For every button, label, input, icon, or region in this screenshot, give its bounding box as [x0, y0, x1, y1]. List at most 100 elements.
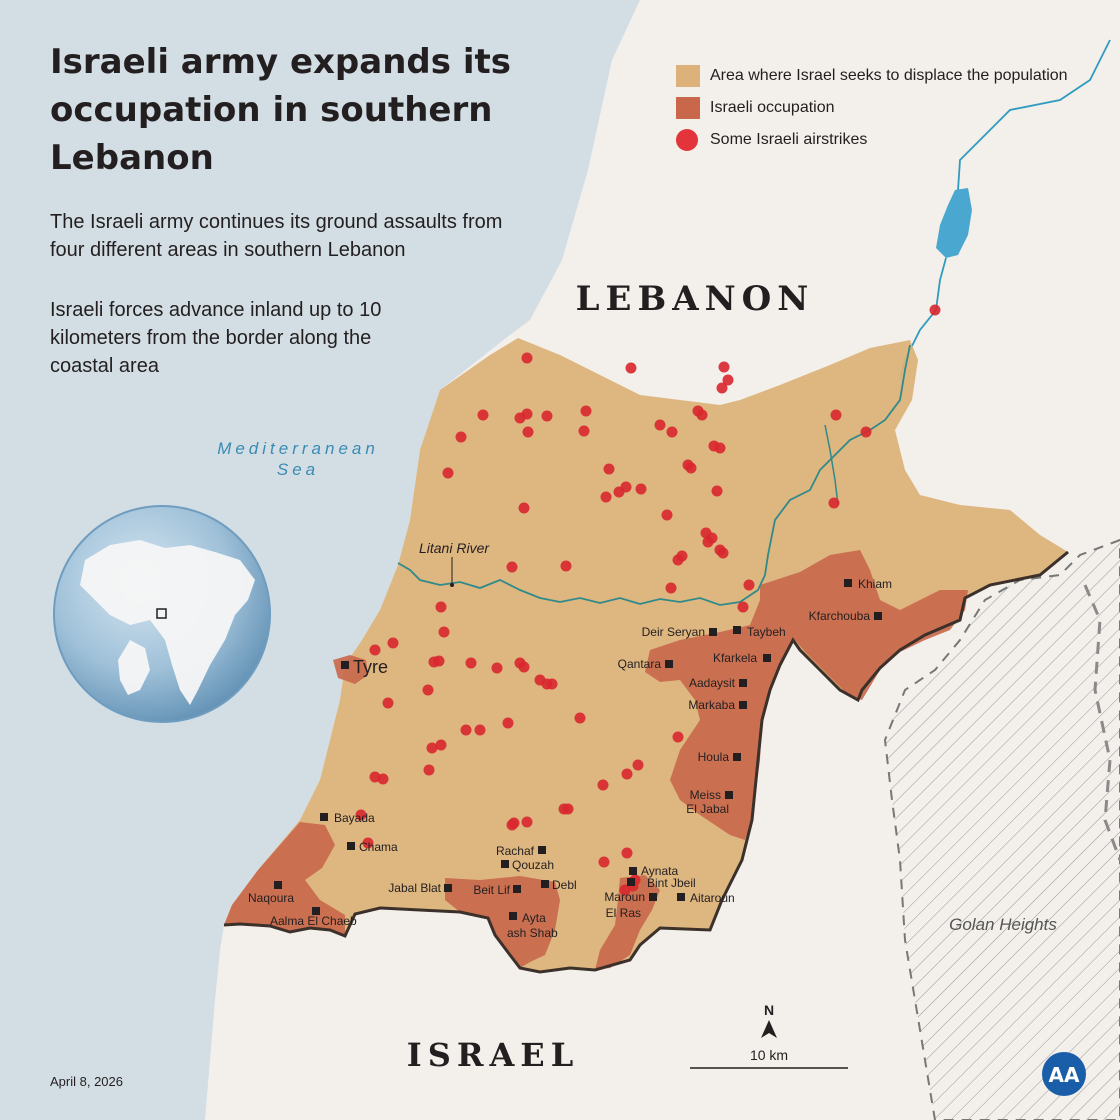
legend: Area where Israel seeks to displace the …	[676, 60, 1068, 156]
paragraph-ground-assaults: The Israeli army continues its ground as…	[50, 211, 503, 261]
town-marker-aitaroun	[677, 893, 685, 901]
airstrike-dot	[521, 816, 533, 828]
occupation-zone-coast	[224, 822, 345, 935]
airstrike-dot	[578, 425, 590, 437]
airstrike-dot	[506, 561, 518, 573]
globe-landmass	[80, 540, 255, 705]
tyre-label: Tyre	[353, 657, 388, 677]
town-label-taybeh: Taybeh	[747, 625, 786, 639]
town-label-chama: Chama	[359, 840, 398, 854]
airstrike-dot	[702, 536, 714, 548]
lebanon-label: LEBANON	[576, 279, 815, 319]
legend-displace-label: Area where Israel seeks to displace the …	[710, 67, 1068, 84]
town-marker-jabal-blat	[444, 884, 452, 892]
legend-airstrikes: Some Israeli airstrikes	[676, 124, 1068, 156]
town-marker-beit-lif	[513, 885, 521, 893]
airstrike-dot	[508, 817, 520, 829]
town-marker-qantara	[665, 660, 673, 668]
town-label-debl: Debl	[552, 878, 577, 892]
airstrike-dot	[460, 724, 472, 736]
legend-occupation: Israeli occupation	[676, 92, 1068, 124]
airstrike-dot	[580, 405, 592, 417]
airstrike-dot	[387, 637, 399, 649]
town-marker-kfarchouba	[874, 612, 882, 620]
airstrike-dot	[672, 554, 684, 566]
airstrike-dot	[830, 409, 842, 421]
locator-globe	[53, 505, 271, 723]
town-label-aalma: Aalma El Chaeb	[270, 914, 357, 928]
town-label-qouzah: Qouzah	[512, 858, 554, 872]
airstrike-dot	[929, 304, 941, 316]
headline: Israeli army expands its occupation in s…	[50, 42, 511, 178]
airstrike-dot	[518, 661, 530, 673]
airstrike-dot	[521, 352, 533, 364]
towns-layer: Khiam Kfarchouba Deir Seryan Taybeh Kfarkela…	[248, 577, 892, 940]
town-label-jabal-blat: Jabal Blat	[388, 881, 441, 895]
town-label-deir-seryan: Deir Seryan	[642, 625, 705, 639]
airstrike-dot	[560, 560, 572, 572]
airstrike-dot	[828, 497, 840, 509]
town-label-qantara: Qantara	[618, 657, 662, 671]
airstrike-dot	[621, 847, 633, 859]
town-label-maroun-line1: Maroun	[604, 890, 645, 904]
town-marker-chama	[347, 842, 355, 850]
litani-river	[397, 344, 911, 606]
occupation-zone-bintjbeil	[595, 875, 660, 970]
town-marker-aadaysit	[739, 679, 747, 687]
town-marker-markaba	[739, 701, 747, 709]
airstrike-dot	[455, 431, 467, 443]
town-label-maroun-line2: El Ras	[606, 906, 641, 920]
legend-occupation-label: Israeli occupation	[710, 99, 835, 116]
town-marker-aalma	[312, 907, 320, 915]
scale-bar: 10 km	[690, 1047, 848, 1069]
airstrike-dot	[546, 678, 558, 690]
airstrike-dot	[672, 731, 684, 743]
airstrike-dot	[426, 742, 438, 754]
town-label-khiam: Khiam	[858, 577, 892, 591]
airstrike-dot	[632, 759, 644, 771]
airstrike-dot	[696, 409, 708, 421]
lebanon-border	[223, 550, 1069, 974]
airstrike-dot	[603, 463, 615, 475]
airstrike-dot	[355, 809, 367, 821]
town-label-markaba: Markaba	[688, 698, 735, 712]
airstrike-dot	[711, 485, 723, 497]
litani-label: Litani River	[419, 540, 490, 556]
date: April 8, 2026	[50, 1074, 123, 1089]
airstrike-dot	[465, 657, 477, 669]
legend-displace: Area where Israel seeks to displace the …	[676, 60, 1068, 92]
airstrike-dot	[541, 410, 553, 422]
airstrike-dot	[635, 483, 647, 495]
airstrikes-layer	[355, 304, 941, 896]
legend-occupation-swatch	[676, 97, 700, 119]
town-marker-taybeh	[733, 626, 741, 634]
airstrike-dot	[369, 644, 381, 656]
legend-airstrikes-label: Some Israeli airstrikes	[710, 131, 868, 148]
sea-label-line1: Mediterranean	[217, 439, 379, 458]
airstrike-dot	[743, 579, 755, 591]
town-marker-maroun	[649, 893, 657, 901]
airstrike-dot	[620, 481, 632, 493]
litani-pointer-dot	[450, 583, 454, 587]
airstrike-dot	[502, 717, 514, 729]
golan-heights-area	[883, 538, 1120, 1120]
town-label-meiss-line2: El Jabal	[686, 802, 729, 816]
town-label-aynata: Aynata	[641, 864, 678, 878]
airstrike-dot	[435, 601, 447, 613]
golan-label: Golan Heights	[949, 915, 1057, 934]
airstrike-dot	[442, 467, 454, 479]
airstrike-dot	[435, 739, 447, 751]
airstrike-dot	[422, 684, 434, 696]
town-marker-naqoura	[274, 881, 282, 889]
airstrike-dot	[860, 426, 872, 438]
town-label-naqoura: Naqoura	[248, 891, 294, 905]
town-marker-debl	[541, 880, 549, 888]
israel-label: ISRAEL	[407, 1036, 579, 1074]
airstrike-dot	[737, 601, 749, 613]
town-label-kfarchouba: Kfarchouba	[809, 609, 871, 623]
town-label-ayta-line2: ash Shab	[507, 926, 558, 940]
town-marker-kfarkela	[763, 654, 771, 662]
airstrike-dot	[377, 773, 389, 785]
